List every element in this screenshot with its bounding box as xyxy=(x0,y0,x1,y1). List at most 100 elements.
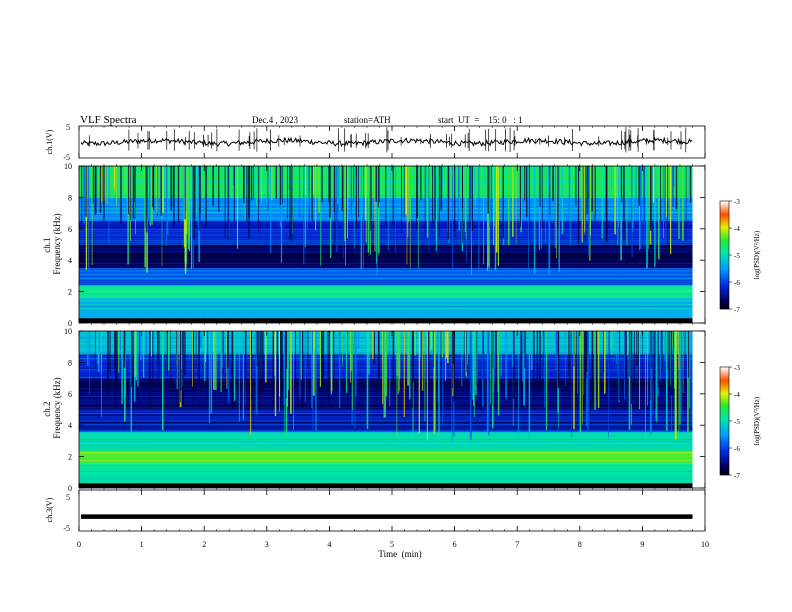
colorbar-step xyxy=(720,260,729,262)
colorbar-step xyxy=(720,258,729,260)
colorbar-step xyxy=(720,385,729,387)
colorbar-step xyxy=(720,388,729,390)
colorbar-step xyxy=(720,390,729,392)
colorbar-tick-label: -4 xyxy=(734,391,740,399)
colorbar-step xyxy=(720,259,729,261)
colorbar-step xyxy=(720,253,729,255)
time-tick-label: 2 xyxy=(202,540,206,549)
colorbar-tick-label: -5 xyxy=(734,418,740,426)
colorbar-step xyxy=(720,247,729,249)
colorbar-step xyxy=(720,451,729,453)
colorbar-step xyxy=(720,251,729,253)
colorbar-step xyxy=(720,382,729,384)
frequency-tick-label: 4 xyxy=(68,256,72,265)
colorbar-step xyxy=(720,294,729,296)
colorbar-step xyxy=(720,464,729,466)
colorbar-tick-label: -6 xyxy=(734,445,740,453)
colorbar-step xyxy=(720,442,729,444)
colorbar-step xyxy=(720,221,729,223)
colorbar-step xyxy=(720,297,729,299)
spectrogram-low-band xyxy=(79,483,693,488)
spectrogram-low-band xyxy=(79,318,693,323)
colorbar-step xyxy=(720,429,729,431)
ch3-waveform-panel: 5 -5 ch.3(V) xyxy=(45,489,706,533)
colorbar-step xyxy=(720,209,729,211)
colorbar-step xyxy=(720,459,729,461)
colorbar-step xyxy=(720,248,729,250)
colorbar-step xyxy=(720,262,729,264)
colorbar-step xyxy=(720,422,729,424)
colorbar-step xyxy=(720,467,729,469)
ch2-colorbar: -3 -4 -5 -6 -7 log(PSD)(V²/Hz) xyxy=(719,364,761,480)
colorbar-step xyxy=(720,307,729,309)
colorbar-tick-label: -4 xyxy=(734,225,740,233)
colorbar-step xyxy=(720,287,729,289)
colorbar-step xyxy=(720,213,729,215)
colorbar-step xyxy=(720,460,729,462)
colorbar-step xyxy=(720,391,729,393)
colorbar-step xyxy=(720,280,729,282)
colorbar-step xyxy=(720,393,729,395)
ch2-spectrogram-panel: 0 2 4 6 8 10 ch.2 Frequency (kHz) xyxy=(42,327,706,493)
colorbar-step xyxy=(720,308,729,310)
colorbar-step xyxy=(720,421,729,423)
ch2-spectrogram-image xyxy=(79,331,705,488)
frequency-tick-label: 0 xyxy=(68,484,72,493)
colorbar-step xyxy=(720,304,729,306)
frequency-tick-label: 2 xyxy=(68,288,72,297)
ch1-ytick-top: 5 xyxy=(66,123,70,132)
colorbar-step xyxy=(720,269,729,271)
colorbar-step xyxy=(720,254,729,256)
colorbar-tick-label: -3 xyxy=(734,364,740,372)
colorbar-step xyxy=(720,439,729,441)
colorbar-step xyxy=(720,392,729,394)
colorbar-step xyxy=(720,301,729,303)
colorbar-step xyxy=(720,249,729,251)
colorbar-step xyxy=(720,452,729,454)
colorbar-step xyxy=(720,235,729,237)
colorbar-step xyxy=(720,226,729,228)
colorbar-step xyxy=(720,443,729,445)
colorbar-step xyxy=(720,428,729,430)
colorbar-step xyxy=(720,380,729,382)
colorbar-step xyxy=(720,368,729,370)
frequency-tick-label: 10 xyxy=(64,162,72,171)
colorbar-step xyxy=(720,281,729,283)
colorbar-step xyxy=(720,300,729,302)
colorbar-step xyxy=(720,303,729,305)
colorbar-step xyxy=(720,395,729,397)
colorbar-step xyxy=(720,241,729,243)
colorbar-step xyxy=(720,205,729,207)
colorbar-step xyxy=(720,285,729,287)
colorbar-step xyxy=(720,246,729,248)
frequency-tick-label: 10 xyxy=(64,327,72,336)
colorbar-step xyxy=(720,286,729,288)
colorbar-step xyxy=(720,374,729,376)
colorbar-step xyxy=(720,276,729,278)
colorbar-step xyxy=(720,414,729,416)
ch1-waveform-spikes xyxy=(89,127,687,153)
colorbar-step xyxy=(720,427,729,429)
colorbar-step xyxy=(720,298,729,300)
colorbar-step xyxy=(720,299,729,301)
colorbar-step xyxy=(720,302,729,304)
colorbar-step xyxy=(720,218,729,220)
colorbar-step xyxy=(720,211,729,213)
colorbar-step xyxy=(720,441,729,443)
colorbar-step xyxy=(720,386,729,388)
colorbar-label: log(PSD)(V²/Hz) xyxy=(753,396,761,445)
time-tick-label: 10 xyxy=(701,540,709,549)
colorbar-step xyxy=(720,279,729,281)
colorbar-step xyxy=(720,434,729,436)
colorbar-step xyxy=(720,445,729,447)
colorbar-step xyxy=(720,252,729,254)
colorbar-step xyxy=(720,367,729,369)
colorbar-step xyxy=(720,268,729,270)
colorbar-step xyxy=(720,423,729,425)
ch1-frequency-ylabel: ch.1 Frequency (kHz) xyxy=(42,213,62,274)
colorbar-tick-label: -7 xyxy=(734,472,740,480)
colorbar-step xyxy=(720,277,729,279)
date-label: Dec.4 , 2023 xyxy=(252,115,298,125)
colorbar-step xyxy=(720,204,729,206)
